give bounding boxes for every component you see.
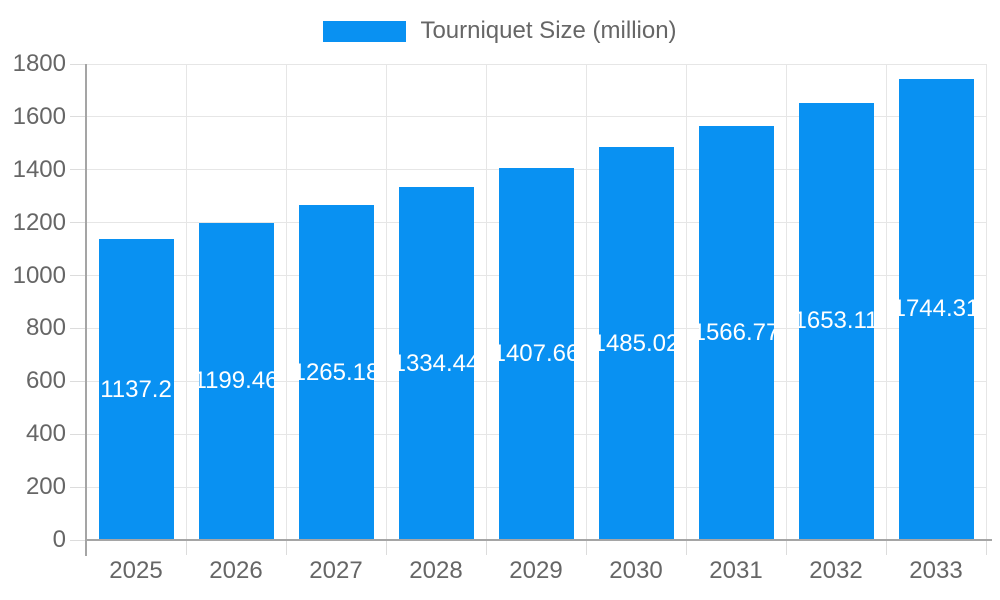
y-axis-line [85, 64, 87, 556]
bar-2029[interactable]: 1407.66 [498, 167, 574, 540]
x-axis-tick-label: 2025 [109, 557, 163, 584]
bar-value-label: 1407.66 [498, 339, 574, 367]
bar-value-label: 1334.44 [398, 349, 474, 377]
y-axis-tick-label: 1200 [12, 208, 66, 236]
gridline-vertical [285, 64, 287, 540]
y-axis-tick [70, 380, 86, 382]
bar-2028[interactable]: 1334.44 [398, 187, 474, 540]
gridline-vertical [785, 64, 787, 540]
y-axis-tick [70, 539, 86, 541]
y-axis-tick [70, 222, 86, 224]
gridline-horizontal [86, 63, 986, 65]
bar-value-label: 1199.46 [199, 367, 274, 395]
bar-2031[interactable]: 1566.77 [698, 125, 774, 540]
legend-item[interactable]: Tourniquet Size (million) [323, 17, 677, 45]
x-axis-line [86, 539, 992, 541]
x-axis-tick-label: 2030 [609, 557, 663, 584]
y-axis-tick [70, 169, 86, 171]
gridline-vertical [485, 64, 487, 540]
bar-value-label: 1653.11 [798, 307, 874, 335]
y-axis-tick [70, 486, 86, 488]
y-axis-tick-label: 1600 [12, 102, 66, 130]
x-axis-tick-label: 2028 [409, 557, 463, 584]
x-axis-tick [785, 540, 787, 555]
x-axis-tick-label: 2031 [709, 557, 763, 584]
y-axis-tick-label: 1400 [12, 155, 66, 183]
x-axis-tick [585, 540, 587, 555]
x-axis-tick [385, 540, 387, 555]
x-axis-tick [285, 540, 287, 555]
legend: Tourniquet Size (million) [0, 17, 1000, 45]
y-axis-tick-label: 800 [25, 314, 66, 342]
bar-2030[interactable]: 1485.02 [598, 147, 674, 540]
bar-value-label: 1265.18 [298, 358, 374, 386]
x-axis-tick [985, 540, 987, 555]
gridline-vertical [985, 64, 987, 540]
gridline-vertical [885, 64, 887, 540]
x-axis-tick-label: 2029 [509, 557, 563, 584]
bar-value-label: 1137.2 [100, 375, 172, 403]
gridline-vertical [385, 64, 387, 540]
x-axis-tick [685, 540, 687, 555]
x-axis-tick [185, 540, 187, 555]
x-axis-tick-label: 2027 [309, 557, 363, 584]
y-axis-tick [70, 433, 86, 435]
y-axis-tick-label: 200 [25, 473, 66, 501]
y-axis-tick-label: 400 [25, 420, 66, 448]
gridline-vertical [585, 64, 587, 540]
legend-label: Tourniquet Size (million) [420, 17, 677, 44]
y-axis-tick [70, 63, 86, 65]
bar-value-label: 1485.02 [598, 329, 674, 357]
x-axis-tick-label: 2033 [909, 557, 963, 584]
y-axis-tick [70, 275, 86, 277]
y-axis-tick-label: 0 [52, 526, 66, 553]
y-axis-tick-label: 600 [25, 367, 66, 395]
x-axis-tick-label: 2032 [809, 557, 863, 584]
bar-2026[interactable]: 1199.46 [198, 222, 274, 540]
x-axis-tick-label: 2026 [209, 557, 263, 584]
bar-value-label: 1566.77 [698, 318, 774, 346]
x-axis-tick [485, 540, 487, 555]
x-axis-tick [885, 540, 887, 555]
y-axis-tick [70, 116, 86, 118]
legend-swatch-icon [323, 20, 407, 42]
bar-2025[interactable]: 1137.2 [98, 239, 174, 540]
bar-2027[interactable]: 1265.18 [298, 205, 374, 540]
gridline-vertical [185, 64, 187, 540]
bar-2033[interactable]: 1744.31 [898, 78, 974, 540]
y-axis-tick-label: 1000 [12, 261, 66, 289]
bar-2032[interactable]: 1653.11 [798, 102, 874, 540]
gridline-vertical [685, 64, 687, 540]
y-axis-tick-label: 1800 [12, 50, 66, 77]
bar-value-label: 1744.31 [898, 295, 974, 323]
y-axis-tick [70, 327, 86, 329]
